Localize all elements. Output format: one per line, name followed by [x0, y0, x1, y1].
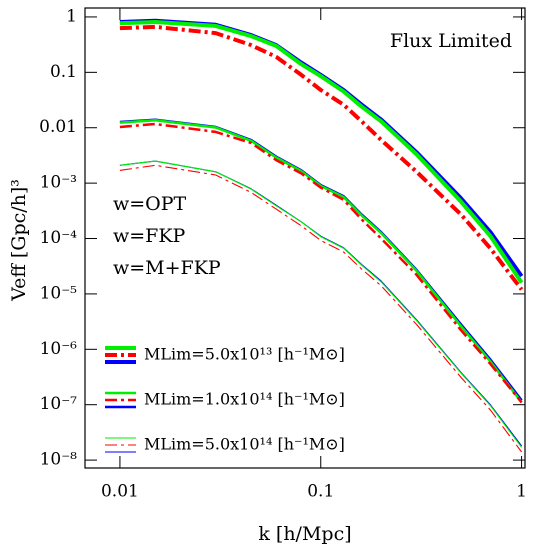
y-tick-label: 1 — [66, 6, 77, 26]
x-tick-label: 0.1 — [307, 482, 334, 502]
series-line — [119, 119, 523, 404]
series-line — [119, 122, 523, 404]
legend-label: w=FKP — [113, 225, 186, 247]
y-tick-label: 0.01 — [39, 117, 77, 137]
y-tick-label: 10⁻⁷ — [40, 394, 78, 414]
y-tick-label: 10⁻⁸ — [40, 450, 78, 470]
annotation: Flux Limited — [390, 30, 512, 52]
x-tick-label: 0.01 — [101, 482, 139, 502]
x-tick-label: 1 — [516, 482, 527, 502]
y-tick-label: 0.1 — [50, 62, 77, 82]
series-line — [119, 164, 523, 453]
x-axis-label: k [h/Mpc] — [258, 523, 351, 545]
series-line — [119, 24, 524, 291]
legend-label: MLim=1.0x10¹⁴ [h⁻¹M⊙] — [144, 390, 345, 409]
legend-label: MLim=5.0x10¹³ [h⁻¹M⊙] — [144, 345, 345, 364]
y-tick-label: 10⁻³ — [40, 173, 77, 193]
plot-frame — [84, 7, 526, 469]
series-line — [119, 20, 524, 284]
y-tick-label: 10⁻⁴ — [40, 228, 78, 248]
legend-label: w=M+FKP — [113, 257, 221, 279]
y-axis-label: Veff [Gpc/h]³ — [8, 179, 30, 302]
legend-label: MLim=5.0x10¹⁴ [h⁻¹M⊙] — [144, 435, 345, 454]
y-tick-label: 10⁻⁵ — [40, 283, 78, 303]
series-line — [119, 160, 523, 448]
legend-label: w=OPT — [113, 193, 187, 215]
y-tick-label: 10⁻⁶ — [40, 339, 78, 359]
